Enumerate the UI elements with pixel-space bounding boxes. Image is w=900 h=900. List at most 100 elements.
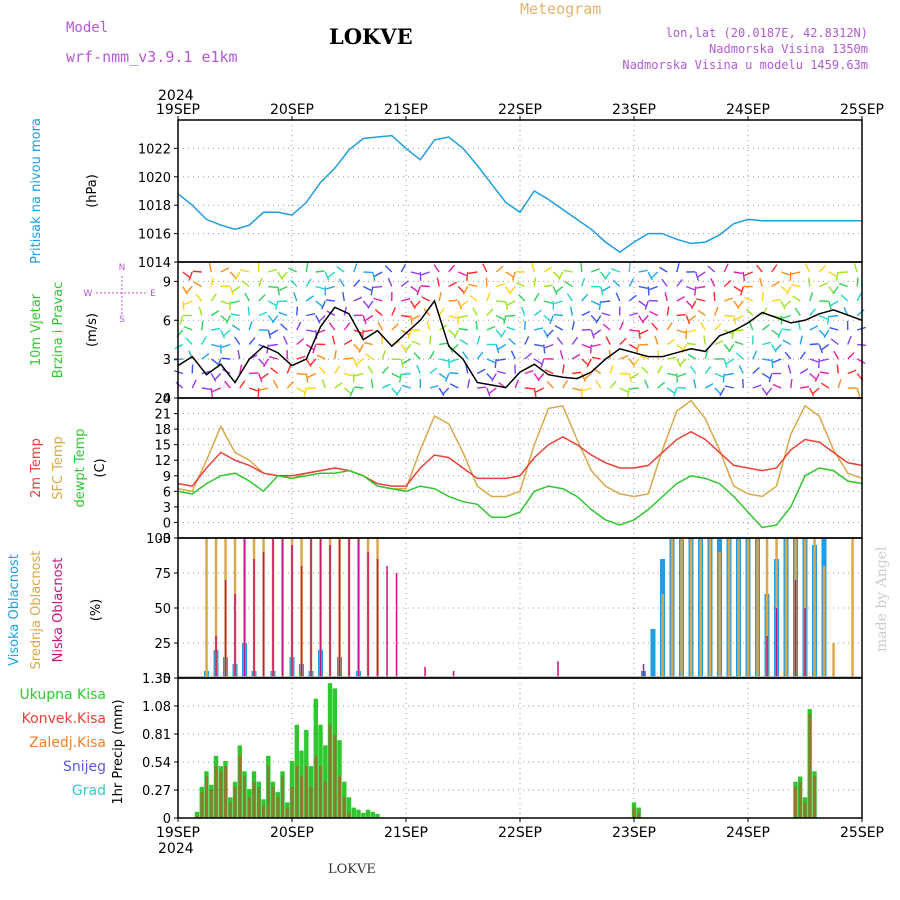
precip-conv-bar — [323, 781, 327, 818]
wind-barb — [818, 314, 828, 320]
wind-barb — [638, 300, 647, 307]
wind-barb — [230, 300, 240, 304]
wind-barb — [799, 368, 809, 375]
precip-conv-bar — [266, 766, 270, 818]
wind-barb — [496, 283, 506, 288]
wind-barb — [809, 372, 817, 381]
wind-barb — [220, 267, 230, 273]
wind-barb — [188, 271, 193, 281]
precip-conv-bar — [247, 797, 251, 818]
wind-barb — [533, 387, 537, 397]
wind-barb — [420, 285, 430, 288]
wind-barb — [315, 315, 321, 324]
wind-barb — [809, 292, 814, 302]
sfc-temp-ylabel: SFC Temp — [51, 436, 66, 500]
wind-barb — [697, 309, 706, 317]
wind-barb — [591, 356, 601, 360]
wind-barb — [685, 300, 694, 308]
wind-unit-label: (m/s) — [85, 313, 100, 347]
wind-barb — [703, 335, 706, 345]
wind-ytick-label: 0 — [163, 392, 171, 407]
precip-total-bar — [370, 811, 375, 818]
wind-barb — [612, 279, 621, 288]
wind-barb — [629, 312, 639, 317]
bottom-xtick-label: 23SEP — [612, 825, 656, 841]
wind-barb — [600, 286, 604, 296]
pressure-line — [177, 134, 862, 254]
wind-barb — [765, 387, 773, 396]
wind-barb — [649, 285, 658, 291]
wind-barb — [475, 320, 478, 331]
wind-barb — [524, 370, 534, 375]
precip-conv-bar — [342, 797, 346, 818]
wind-barb — [494, 358, 497, 369]
wind-barb — [305, 295, 315, 302]
wind-barb — [619, 387, 629, 393]
wind-barb — [195, 293, 203, 302]
wind-barb — [416, 286, 421, 296]
wind-barb — [436, 277, 440, 287]
wind-barb — [780, 300, 786, 310]
cloud-bar — [670, 538, 674, 678]
wind-barb — [735, 352, 744, 360]
wind-barb — [280, 271, 288, 280]
wind-barb — [449, 358, 459, 363]
wind-barb — [458, 327, 468, 331]
wind-barb — [629, 387, 639, 390]
cloud-bar — [718, 552, 721, 678]
precipitation-ytick-label: 0.81 — [142, 728, 171, 743]
cloud-bar — [338, 538, 341, 678]
wind-barb — [305, 263, 309, 273]
wind-barb — [296, 372, 306, 376]
wind-barb — [506, 300, 516, 306]
wind-barb — [700, 321, 706, 331]
wind-barb — [401, 384, 411, 389]
wind-barb — [734, 341, 744, 346]
precip-conv-bar — [333, 735, 337, 818]
precip-conv-bar — [276, 797, 280, 818]
wind-barb — [429, 350, 435, 360]
wind-barb — [211, 343, 221, 348]
wind-barb — [697, 271, 706, 278]
wind-barb — [790, 378, 793, 389]
wind-barb — [201, 353, 210, 360]
wind-barb — [833, 350, 839, 360]
wind-barb — [286, 381, 295, 389]
wind-barb — [210, 310, 220, 317]
wind-barb — [619, 321, 624, 331]
wind-barb — [296, 387, 305, 393]
model-name: wrf-nmm_v3.9.1 e1km — [66, 48, 238, 66]
compass-letter: E — [150, 289, 156, 299]
top-xtick-label: 20SEP — [270, 102, 314, 118]
precip-legend-item: Ukupna Kisa — [19, 687, 106, 703]
wind-barb — [581, 310, 591, 317]
wind-barb — [628, 262, 631, 273]
wind-barb — [745, 308, 754, 316]
wind-barb — [677, 372, 687, 378]
wind-barb — [514, 379, 520, 389]
wind-barb — [325, 299, 335, 302]
wind-barb — [506, 326, 516, 331]
wind-barb — [448, 314, 458, 319]
wind-barb — [249, 372, 259, 375]
wind-barb — [505, 300, 509, 310]
wind-barb — [540, 358, 545, 368]
pressure-ytick-label: 1014 — [138, 256, 171, 271]
wind-barb — [363, 341, 373, 346]
cloud-bar — [765, 538, 769, 678]
wind-barb — [818, 265, 827, 273]
wind-barb — [433, 264, 440, 273]
wind-barb — [248, 321, 253, 331]
wind-barb — [696, 285, 706, 289]
wind-barb — [723, 263, 729, 273]
wind-barb — [344, 372, 354, 377]
wind-barb — [781, 314, 791, 319]
pressure-ytick-label: 1020 — [138, 171, 171, 186]
wind-barb — [676, 329, 686, 334]
wind-barb — [210, 293, 217, 302]
pressure-unit-label: (hPa) — [85, 174, 100, 208]
precip-total-bar — [365, 809, 371, 818]
wind-ylabel-1: 10m Vjetar — [29, 293, 44, 366]
top-xtick-label: 21SEP — [384, 102, 428, 118]
wind-barb — [809, 343, 819, 346]
